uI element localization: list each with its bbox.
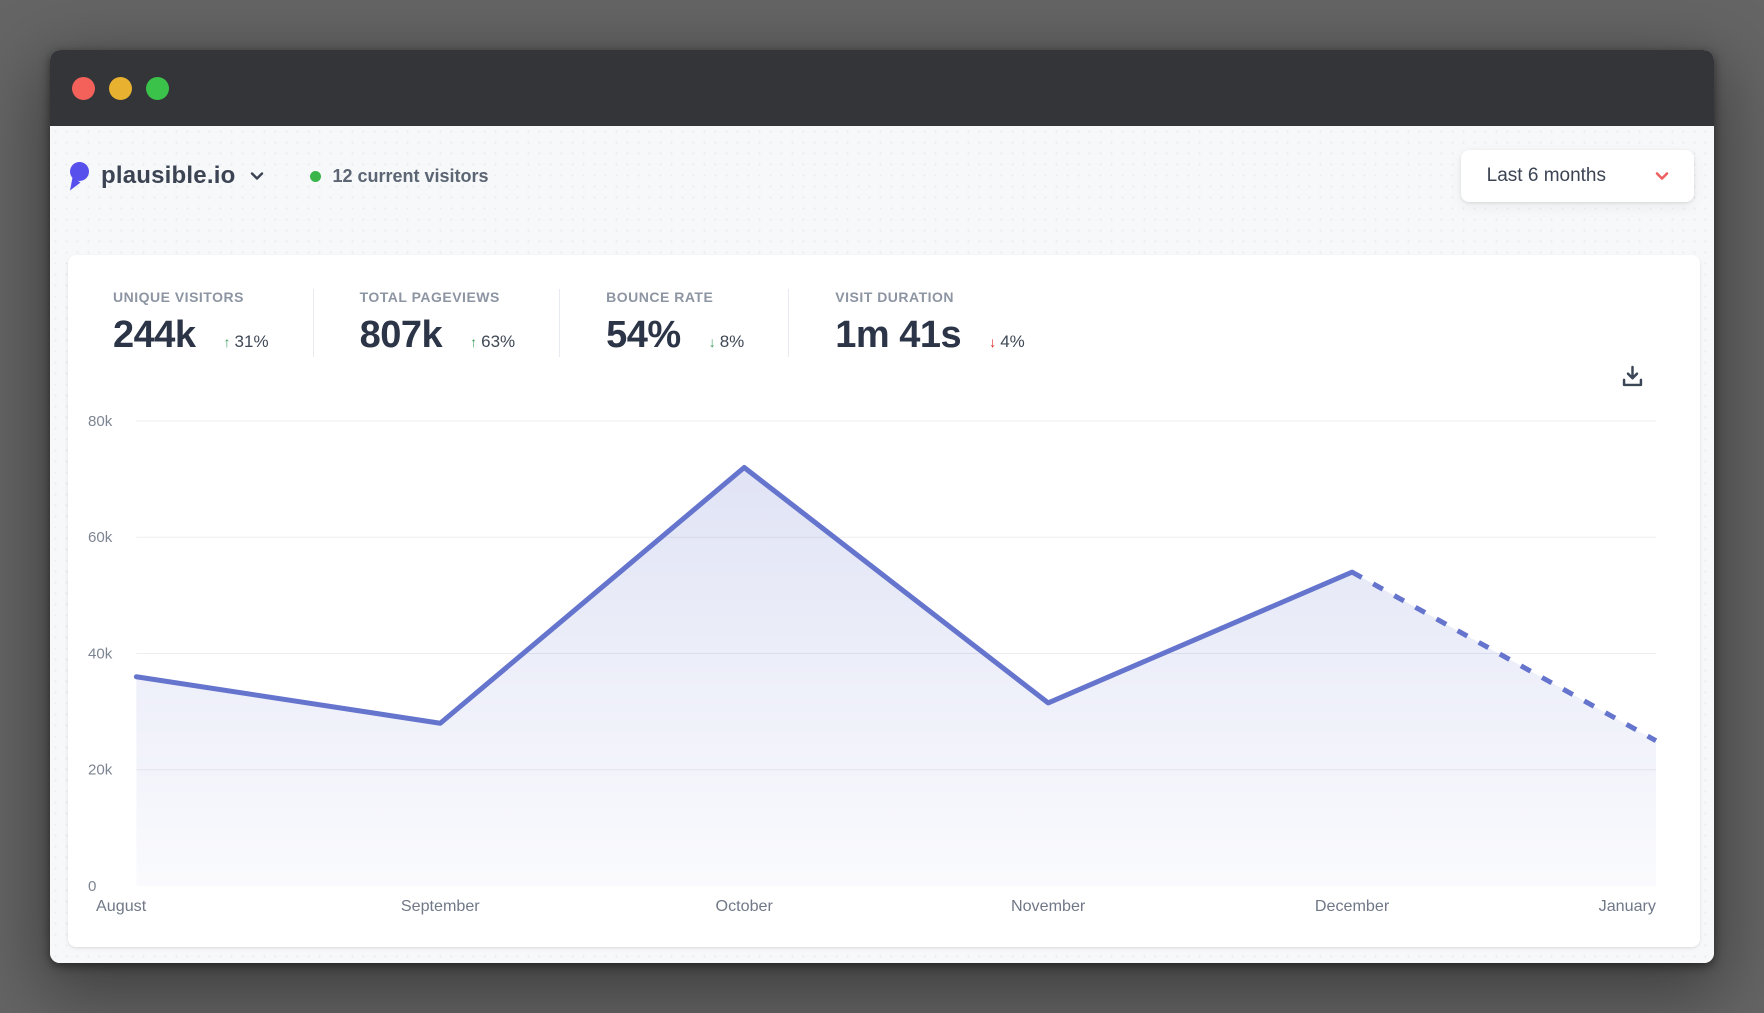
minimize-button[interactable] — [109, 76, 132, 100]
live-dot-icon — [310, 170, 322, 182]
visitors-chart-svg: 0 20k 40k 60k 80k August September October Novem… — [88, 413, 1658, 915]
close-button[interactable] — [72, 76, 95, 100]
window-titlebar — [50, 50, 1714, 126]
export-button[interactable] — [1615, 359, 1650, 394]
browser-window: plausible.io 12 current visitors Last 6 … — [50, 50, 1714, 963]
change-arrow-icon: ↓ — [989, 334, 997, 350]
current-visitors-label: 12 current visitors — [332, 165, 489, 186]
stat-label: UNIQUE VISITORS — [113, 289, 244, 305]
change-percent: 4% — [1000, 332, 1025, 351]
stat-value: 807k — [359, 314, 443, 356]
y-axis-tick-label: 0 — [88, 878, 96, 895]
date-range-selector[interactable]: Last 6 months — [1460, 150, 1694, 202]
stat-value: 54% — [606, 314, 681, 356]
y-axis-tick-label: 20k — [88, 762, 113, 779]
stat-unique-visitors[interactable]: UNIQUE VISITORS 244k ↑ 31% — [113, 289, 313, 357]
stats-row: UNIQUE VISITORS 244k ↑ 31% TOTAL PAGEVIEW… — [68, 255, 1700, 357]
x-axis-tick-label: November — [1011, 897, 1086, 915]
download-icon — [1622, 365, 1643, 387]
dashboard-header: plausible.io 12 current visitors Last 6 … — [50, 126, 1714, 226]
stat-total-pageviews[interactable]: TOTAL PAGEVIEWS 807k ↑ 63% — [312, 289, 560, 357]
x-axis-tick-label: August — [96, 897, 147, 915]
change-arrow-icon: ↓ — [708, 334, 716, 350]
site-name: plausible.io — [101, 162, 236, 189]
chart-area-fill — [136, 467, 1656, 886]
stat-label: BOUNCE RATE — [606, 289, 714, 305]
site-switcher[interactable]: plausible.io — [68, 161, 266, 192]
change-arrow-icon: ↑ — [223, 334, 231, 350]
zoom-button[interactable] — [146, 76, 169, 100]
y-axis-tick-label: 40k — [88, 646, 113, 663]
stat-value: 1m 41s — [835, 314, 962, 356]
plausible-logo-icon — [68, 161, 90, 192]
chevron-down-icon — [1652, 166, 1672, 186]
current-visitors[interactable]: 12 current visitors — [310, 165, 489, 187]
visitors-chart: 0 20k 40k 60k 80k August September October Novem… — [88, 411, 1660, 916]
stat-change: ↓ 8% — [709, 332, 745, 352]
stat-bounce-rate[interactable]: BOUNCE RATE 54% ↓ 8% — [559, 289, 788, 357]
stat-change: ↑ 63% — [470, 332, 515, 352]
change-percent: 31% — [234, 332, 269, 351]
y-axis-tick-label: 80k — [88, 413, 113, 430]
dashboard: plausible.io 12 current visitors Last 6 … — [50, 126, 1714, 963]
change-arrow-icon: ↑ — [470, 334, 478, 350]
chevron-down-icon — [248, 167, 266, 185]
change-percent: 8% — [719, 332, 745, 351]
stat-visit-duration[interactable]: VISIT DURATION 1m 41s ↓ 4% — [788, 289, 1068, 357]
stat-value: 244k — [113, 314, 196, 356]
trend-line-dashed — [1350, 569, 1658, 743]
x-axis-tick-label: January — [1599, 897, 1656, 915]
change-percent: 63% — [481, 332, 516, 351]
stat-label: VISIT DURATION — [835, 289, 955, 305]
x-axis-tick-label: December — [1315, 897, 1390, 915]
stat-change: ↓ 4% — [989, 332, 1025, 352]
date-range-label: Last 6 months — [1486, 165, 1606, 186]
trend-line-solid — [133, 465, 1355, 726]
y-axis-tick-label: 60k — [88, 529, 113, 546]
stat-label: TOTAL PAGEVIEWS — [359, 289, 500, 305]
x-axis-tick-label: September — [401, 897, 480, 915]
stat-change: ↑ 31% — [224, 332, 269, 352]
analytics-card: UNIQUE VISITORS 244k ↑ 31% TOTAL PAGEVIEW… — [68, 255, 1700, 947]
x-axis-tick-label: October — [716, 897, 774, 915]
